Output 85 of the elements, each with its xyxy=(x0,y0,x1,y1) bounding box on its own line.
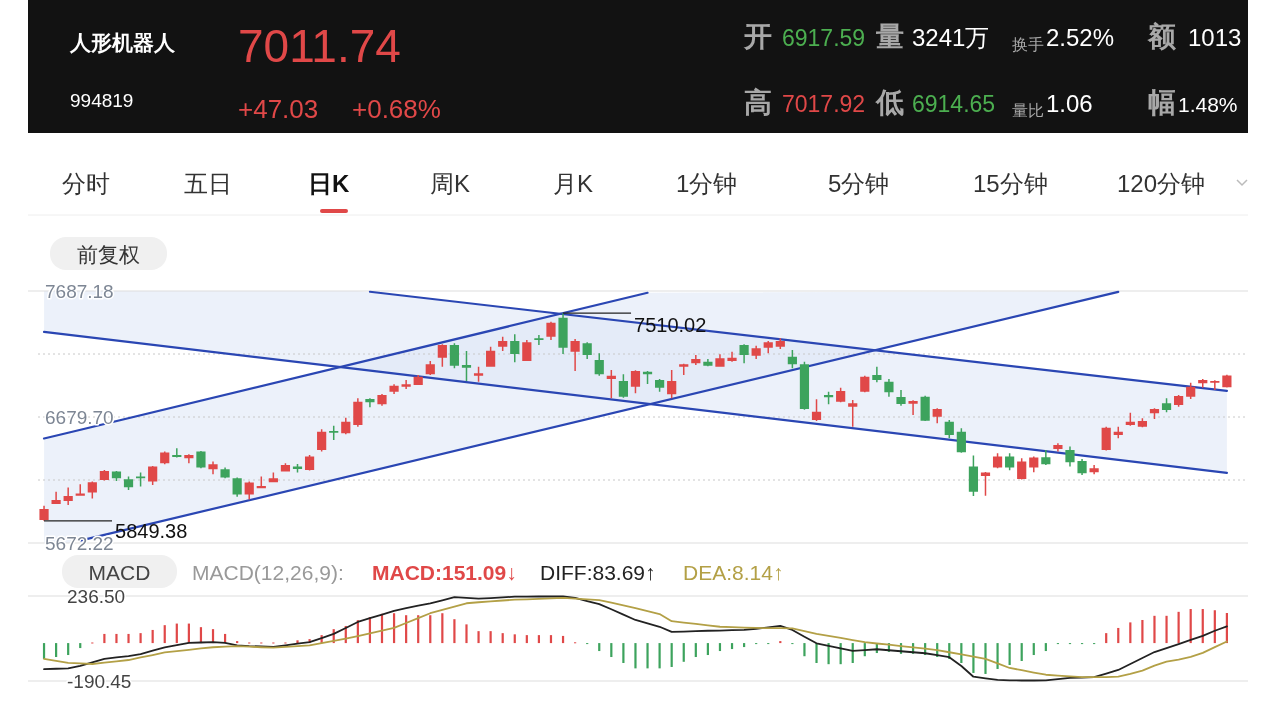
bar xyxy=(477,631,480,644)
text: 6914.65 xyxy=(912,91,996,117)
bar xyxy=(139,633,142,644)
bar xyxy=(1153,615,1156,644)
chart-title: 人形机器人 xyxy=(69,31,176,54)
text: MACD xyxy=(88,561,151,584)
bar xyxy=(634,643,637,669)
bar xyxy=(453,619,456,644)
bar xyxy=(803,643,806,657)
bar xyxy=(489,631,492,644)
text: 换手 xyxy=(1012,36,1044,53)
text: 15分钟 xyxy=(973,170,1048,197)
text: 开 xyxy=(743,21,772,52)
bar xyxy=(1141,619,1144,644)
bar xyxy=(1117,627,1120,644)
annotation: 5849.38 xyxy=(115,519,188,542)
text: 6917.59 xyxy=(782,25,866,51)
text: 月K xyxy=(553,170,594,197)
bar xyxy=(730,643,734,650)
bar xyxy=(706,643,709,656)
y-tick-label: 7687.18 xyxy=(45,281,114,302)
legend-title: MACD(12,26,9): xyxy=(192,561,344,584)
bar xyxy=(682,643,685,662)
text: 5分钟 xyxy=(828,170,890,197)
text: 五日 xyxy=(184,170,232,197)
text: 分时 xyxy=(62,170,110,197)
text: 1013 xyxy=(1188,24,1242,51)
series-label: MACD:151.09↓ xyxy=(372,561,517,584)
bar xyxy=(465,624,468,644)
bar xyxy=(296,640,299,644)
bar xyxy=(67,643,70,656)
text: 幅 xyxy=(1148,87,1176,118)
bar xyxy=(79,643,82,649)
y-tick-label: 6679.70 xyxy=(45,407,114,428)
bar xyxy=(815,643,818,663)
text: +0.68% xyxy=(352,94,441,124)
bar xyxy=(827,643,830,665)
y-tick-label: 236.50 xyxy=(67,586,126,607)
text: +47.03 xyxy=(238,94,319,124)
bar xyxy=(103,633,106,644)
y-tick-label: 5672.22 xyxy=(45,533,114,554)
bar xyxy=(115,633,118,644)
bar xyxy=(1129,622,1132,644)
bar xyxy=(670,643,673,667)
bar xyxy=(972,643,975,673)
text: 低 xyxy=(875,87,904,118)
text: 1.06 xyxy=(1046,90,1093,117)
bar xyxy=(1165,615,1168,644)
bar xyxy=(622,643,625,663)
bar xyxy=(513,634,516,644)
bar xyxy=(646,643,649,669)
bar xyxy=(694,643,697,658)
text: 日K xyxy=(308,170,350,197)
text: 额 xyxy=(1147,21,1177,52)
text: 2.52% xyxy=(1046,24,1115,51)
bar xyxy=(163,625,166,644)
bar xyxy=(441,613,444,644)
bar xyxy=(996,643,999,669)
bar xyxy=(1105,633,1108,644)
bar xyxy=(429,615,432,644)
text: 3241万 xyxy=(912,24,990,51)
bar xyxy=(127,633,130,644)
bar xyxy=(55,643,58,658)
bar xyxy=(1032,643,1035,656)
text: 周K xyxy=(430,170,471,197)
text: 量 xyxy=(875,21,904,52)
bar xyxy=(501,633,504,644)
text: 1.48% xyxy=(1178,93,1238,116)
chart-subtitle: 994819 xyxy=(70,90,134,111)
bar xyxy=(984,643,987,674)
text: 前复权 xyxy=(77,243,140,266)
series-label: DEA:8.14↑ xyxy=(683,561,784,584)
bar xyxy=(1008,643,1011,665)
bar xyxy=(1020,643,1023,661)
text: 7011.74 xyxy=(238,20,401,72)
text: 高 xyxy=(744,87,772,118)
y-tick-label: -190.45 xyxy=(67,671,132,692)
text: 120分钟 xyxy=(1117,170,1206,197)
bar xyxy=(151,629,154,644)
text: 量比 xyxy=(1012,102,1044,119)
bar xyxy=(1177,611,1180,644)
text: 1分钟 xyxy=(676,170,738,197)
series-label: DIFF:83.69↑ xyxy=(540,561,656,584)
bar xyxy=(610,643,613,658)
text: 7017.92 xyxy=(782,91,866,117)
